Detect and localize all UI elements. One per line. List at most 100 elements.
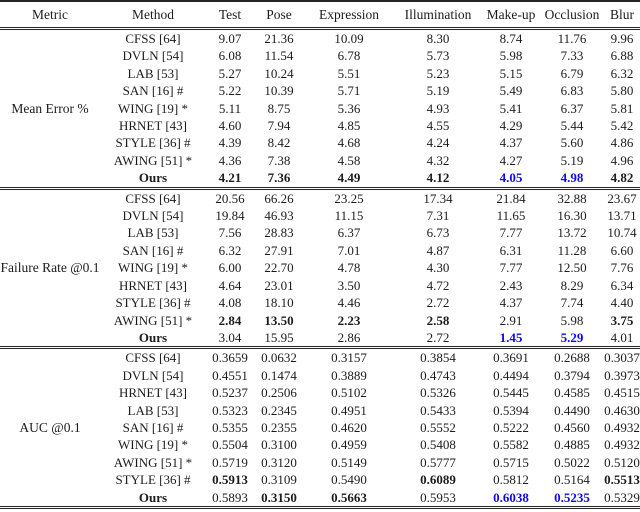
value-cell: 0.3889 xyxy=(331,367,367,383)
value-cell: 5.19 xyxy=(560,152,584,168)
value-cell: 0.5433 xyxy=(420,402,456,418)
value-cell: 7.33 xyxy=(560,48,584,64)
value-cell: 4.49 xyxy=(337,170,361,186)
value-cell: 0.4959 xyxy=(331,437,367,453)
table-header-row: Metric Method Test Pose Expression Illum… xyxy=(0,1,640,29)
value-cell: 0.5504 xyxy=(212,437,248,453)
value-cell: 10.74 xyxy=(607,225,637,241)
value-cell: 0.4551 xyxy=(212,367,248,383)
value-cell: 8.75 xyxy=(267,100,291,116)
table-row: STYLE [36] # 4.39 8.42 4.68 4.24 4.37 5.60 4.86 xyxy=(0,134,640,151)
value-cell: 0.4630 xyxy=(604,402,640,418)
value-cell: 4.46 xyxy=(337,295,361,311)
value-cell: 6.32 xyxy=(610,65,634,81)
value-cell: 4.37 xyxy=(499,135,523,151)
value-cell: 21.84 xyxy=(496,190,526,206)
value-cell: 0.4515 xyxy=(604,385,640,401)
method-cell: HRNET [43] xyxy=(118,385,187,401)
value-cell: 4.39 xyxy=(218,135,242,151)
value-cell: 6.37 xyxy=(560,100,584,116)
value-cell: 27.91 xyxy=(264,242,294,258)
value-cell: 2.43 xyxy=(499,277,523,293)
value-cell: 1.45 xyxy=(499,329,523,345)
value-cell: 0.5777 xyxy=(420,454,456,470)
method-cell: WING [19] * xyxy=(117,100,189,116)
value-cell: 66.26 xyxy=(264,190,294,206)
value-cell: 0.5913 xyxy=(212,472,248,488)
method-cell: LAB [53] xyxy=(127,225,179,241)
column-header-method: Method xyxy=(132,6,174,22)
value-cell: 6.79 xyxy=(560,65,584,81)
table-row: AWING [51] * 2.84 13.50 2.23 2.58 2.91 5.98 3.7… xyxy=(0,312,640,329)
value-cell: 4.72 xyxy=(426,277,450,293)
value-cell: 7.94 xyxy=(267,118,291,134)
table-row: AWING [51] * 0.5719 0.3120 0.5149 0.5777 0.57… xyxy=(0,454,640,471)
value-cell: 5.44 xyxy=(560,118,584,134)
value-cell: 7.38 xyxy=(267,152,291,168)
value-cell: 0.3659 xyxy=(212,350,248,366)
method-cell: AWING [51] * xyxy=(113,312,193,328)
table-row: SAN [16] # 5.22 10.39 5.71 5.19 5.49 6.83 5.80 xyxy=(0,82,640,99)
value-cell: 0.4951 xyxy=(331,402,367,418)
value-cell: 5.15 xyxy=(499,65,523,81)
method-cell: DVLN [54] xyxy=(122,367,184,383)
value-cell: 4.93 xyxy=(426,100,450,116)
value-cell: 4.36 xyxy=(218,152,242,168)
value-cell: 5.73 xyxy=(426,48,450,64)
value-cell: 13.71 xyxy=(607,208,637,224)
value-cell: 2.86 xyxy=(337,329,361,345)
value-cell: 2.23 xyxy=(337,312,361,328)
value-cell: 5.22 xyxy=(218,83,242,99)
value-cell: 0.3794 xyxy=(554,367,590,383)
column-header-makeup: Make-up xyxy=(486,6,536,22)
value-cell: 5.42 xyxy=(610,118,634,134)
value-cell: 13.50 xyxy=(264,312,294,328)
value-cell: 7.56 xyxy=(218,225,242,241)
value-cell: 46.93 xyxy=(264,208,294,224)
value-cell: 6.88 xyxy=(610,48,634,64)
method-cell: STYLE [36] # xyxy=(115,295,191,311)
value-cell: 7.74 xyxy=(560,295,584,311)
value-cell: 23.67 xyxy=(607,190,637,206)
value-cell: 4.40 xyxy=(610,295,634,311)
table-row: DVLN [54] 0.4551 0.1474 0.3889 0.4743 0.4494 0… xyxy=(0,367,640,384)
value-cell: 23.01 xyxy=(264,277,294,293)
method-cell: CFSS [64] xyxy=(125,190,181,206)
table-row: Mean Error % CFSS [64] 9.07 21.36 10.09 8.30 8… xyxy=(0,29,640,116)
value-cell: 2.58 xyxy=(426,312,450,328)
column-header-metric: Metric xyxy=(32,6,68,22)
method-cell: Ours xyxy=(138,489,168,505)
table-row: STYLE [36] # 4.08 18.10 4.46 2.72 4.37 7.74 4.4… xyxy=(0,294,640,311)
table-section-1: Mean Error % CFSS [64] 9.07 21.36 10.09 8.30 8… xyxy=(0,28,640,189)
value-cell: 0.3100 xyxy=(261,437,297,453)
value-cell: 5.11 xyxy=(218,100,242,116)
table-section-2: Failure Rate @0.1 CFSS [64] 20.56 66.26 23.2… xyxy=(0,188,640,348)
method-cell: CFSS [64] xyxy=(125,350,181,366)
method-cell: SAN [16] # xyxy=(122,419,184,435)
value-cell: 5.51 xyxy=(337,65,361,81)
value-cell: 6.31 xyxy=(499,242,523,258)
method-cell: WING [19] * xyxy=(117,437,189,453)
value-cell: 4.86 xyxy=(610,135,634,151)
table-row: HRNET [43] 0.5237 0.2506 0.5102 0.5326 0.5445… xyxy=(0,384,640,401)
value-cell: 0.5164 xyxy=(554,472,590,488)
value-cell: 12.50 xyxy=(557,260,587,276)
value-cell: 0.3120 xyxy=(261,454,297,470)
value-cell: 0.3854 xyxy=(420,350,456,366)
value-cell: 0.2688 xyxy=(554,350,590,366)
value-cell: 0.0632 xyxy=(261,350,297,366)
value-cell: 0.5715 xyxy=(493,454,529,470)
value-cell: 6.32 xyxy=(218,242,242,258)
value-cell: 0.1474 xyxy=(261,367,297,383)
method-cell: LAB [53] xyxy=(127,402,179,418)
value-cell: 0.3691 xyxy=(493,350,529,366)
value-cell: 3.50 xyxy=(337,277,361,293)
value-cell: 4.05 xyxy=(499,170,523,186)
value-cell: 4.29 xyxy=(499,118,523,134)
value-cell: 0.6089 xyxy=(420,472,456,488)
table-row: AWING [51] * 4.36 7.38 4.58 4.32 4.27 5.19 4.96 xyxy=(0,152,640,169)
value-cell: 19.84 xyxy=(215,208,245,224)
value-cell: 4.55 xyxy=(426,118,450,134)
value-cell: 7.76 xyxy=(610,260,634,276)
value-cell: 5.23 xyxy=(426,65,450,81)
